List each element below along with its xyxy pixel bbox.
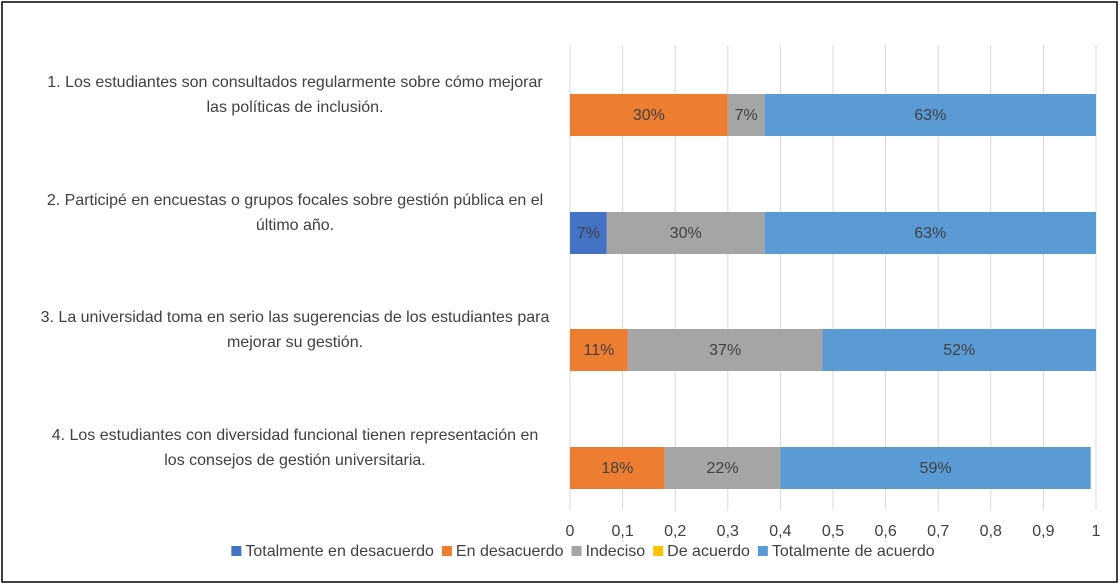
bar-segment	[570, 212, 607, 254]
legend-label: Totalmente en desacuerdo	[245, 543, 434, 560]
legend-swatch	[757, 546, 768, 556]
bar-segment	[764, 94, 1096, 136]
bar-segment	[664, 447, 781, 489]
bar-segment	[822, 329, 1096, 371]
x-tick-label: 0,6	[874, 523, 896, 540]
category-label: 4. Los estudiantes con diversidad funcio…	[51, 427, 539, 469]
legend-label: Indeciso	[586, 543, 646, 560]
legend-label: De acuerdo	[667, 543, 750, 560]
bar-segment	[570, 329, 628, 371]
data-label: 30%	[670, 225, 702, 242]
data-label: 22%	[707, 460, 739, 477]
x-tick-label: 0,1	[611, 523, 633, 540]
legend-swatch	[441, 546, 452, 556]
data-label: 63%	[914, 107, 946, 124]
legend-swatch	[653, 546, 664, 556]
data-label: 18%	[601, 460, 633, 477]
data-label: 59%	[920, 460, 952, 477]
bar-segment	[780, 447, 1091, 489]
data-label: 7%	[577, 225, 600, 242]
bar-segment	[764, 212, 1096, 254]
x-tick-label: 0,3	[717, 523, 739, 540]
data-label: 52%	[943, 342, 975, 359]
x-tick-label: 0,7	[927, 523, 949, 540]
x-tick-label: 0,2	[664, 523, 686, 540]
bar-segment	[627, 329, 823, 371]
category-label: 3. La universidad toma en serio las suge…	[40, 309, 550, 351]
legend-label: Totalmente de acuerdo	[772, 543, 935, 560]
bar-segment	[570, 447, 665, 489]
legend-swatch	[571, 546, 582, 556]
data-label: 30%	[633, 107, 665, 124]
category-label: 2. Participé en encuestas o grupos focal…	[46, 192, 544, 234]
x-tick-label: 0,9	[1032, 523, 1054, 540]
bar-segment	[570, 94, 728, 136]
x-tick-label: 0,5	[822, 523, 844, 540]
data-label: 11%	[584, 342, 615, 359]
x-tick-label: 0,4	[769, 523, 791, 540]
data-label: 37%	[709, 342, 741, 359]
legend-label: En desacuerdo	[456, 543, 564, 560]
x-tick-label: 0	[566, 523, 575, 540]
category-label: 1. Los estudiantes son consultados regul…	[47, 74, 543, 116]
data-label: 7%	[735, 107, 758, 124]
legend-swatch	[231, 546, 242, 556]
x-tick-label: 0,8	[980, 523, 1002, 540]
x-tick-label: 1	[1092, 523, 1101, 540]
bar-segment	[727, 94, 765, 136]
data-label: 63%	[914, 225, 946, 242]
bar-segment	[606, 212, 765, 254]
